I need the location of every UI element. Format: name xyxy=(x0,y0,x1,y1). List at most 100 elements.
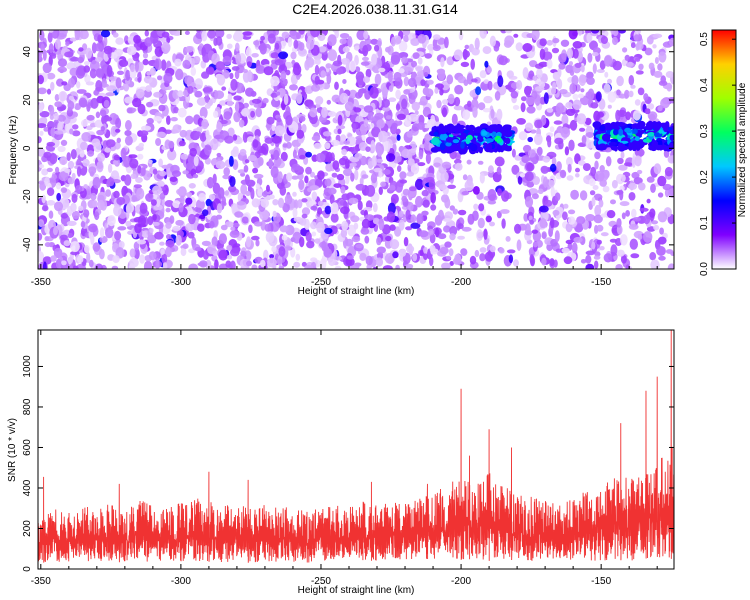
spectrogram-cell xyxy=(418,149,424,160)
spectrogram-cell xyxy=(185,197,193,205)
spectrogram-cell xyxy=(361,134,366,141)
spectrogram-cell xyxy=(93,43,104,52)
spectrogram-cell xyxy=(521,155,531,164)
spectrogram-cell xyxy=(272,199,279,206)
spectrogram-cell xyxy=(572,99,582,111)
spectrogram-cell xyxy=(214,90,225,99)
spectrogram-cell xyxy=(510,90,519,99)
spectrogram-cell xyxy=(99,109,107,117)
spectrogram-cell xyxy=(355,244,363,249)
spectrogram-cell xyxy=(417,57,423,65)
spectrogram-cell xyxy=(50,81,55,91)
spectrogram-cell xyxy=(301,123,307,133)
spectrogram-cell xyxy=(401,195,408,203)
colorbar-gradient xyxy=(711,29,737,270)
spectrogram-cell xyxy=(424,53,433,59)
spectrogram-cell xyxy=(605,156,612,167)
spectrogram-cell xyxy=(70,202,77,213)
spectrogram-cell xyxy=(479,172,485,184)
spectrogram-cell xyxy=(227,93,233,102)
x-tick-label: -350 xyxy=(31,576,51,587)
spectrogram-cell xyxy=(477,160,484,165)
spectrogram-cell xyxy=(657,192,664,198)
spectrogram-cell xyxy=(330,213,339,223)
spectrogram-cell xyxy=(594,160,599,170)
spectrogram-cell xyxy=(328,187,337,195)
spectrogram-feature-cell xyxy=(613,129,619,136)
spectrogram-cell xyxy=(283,93,289,106)
spectrogram-cell xyxy=(454,84,464,95)
spectrogram-cell xyxy=(72,124,79,130)
spectrogram-cell xyxy=(421,189,429,197)
spectrogram-cell xyxy=(531,30,540,41)
spectrogram-cell xyxy=(369,86,379,99)
spectrogram-cell xyxy=(38,219,45,228)
spectrogram-cell xyxy=(76,81,81,89)
spectrogram-cell xyxy=(161,164,170,169)
spectrogram-cell xyxy=(285,115,293,126)
spectrogram-cell xyxy=(539,205,549,213)
spectrogram-cell xyxy=(371,155,377,167)
spectrogram-cell xyxy=(667,263,674,269)
spectrogram-cell xyxy=(85,47,93,59)
spectrogram-cell xyxy=(425,88,434,97)
spectrogram-cell xyxy=(380,181,387,187)
spectrogram-cell xyxy=(199,260,208,268)
spectrogram-cell xyxy=(589,190,596,196)
spectrogram-cell xyxy=(234,211,244,218)
spectrogram-cell xyxy=(148,251,157,261)
spectrogram-cell xyxy=(159,241,165,246)
spectrogram-cell xyxy=(106,85,117,92)
spectrogram-cell xyxy=(57,145,66,153)
colorbar: 0.0 0.1 0.2 0.3 0.4 0.5 Normalized spectral a… xyxy=(699,29,748,276)
spectrogram-feature-cell xyxy=(458,126,464,134)
spectrogram-cell xyxy=(211,236,218,247)
spectrogram-cell xyxy=(440,57,445,68)
spectrogram-cell xyxy=(117,226,127,231)
spectrogram-cell xyxy=(533,133,543,146)
spectrogram-cell xyxy=(637,233,643,240)
spectrogram-cell xyxy=(58,91,68,102)
spectrogram-cell xyxy=(292,191,297,197)
spectrogram-cell xyxy=(578,74,587,86)
spectrogram-cell xyxy=(78,97,88,108)
spectrogram-cell xyxy=(264,223,271,232)
spectrogram-cell xyxy=(494,91,501,101)
spectrogram-cell xyxy=(317,207,323,215)
snr-panel: -350 -300 -250 -200 -150 0 200 400 600 800 1000 H… xyxy=(7,329,675,596)
spectrogram-cell xyxy=(254,129,261,138)
spectrogram-cell xyxy=(660,98,670,109)
spectrogram-cell xyxy=(496,210,502,219)
spectrogram-cell xyxy=(149,67,156,76)
spectrogram-cell xyxy=(265,231,275,243)
spectrogram-cell xyxy=(603,55,613,67)
spectrogram-cell xyxy=(627,61,634,67)
spectrogram-cell xyxy=(416,213,424,225)
spectrogram-cell xyxy=(99,235,108,244)
spectrogram-cell xyxy=(178,202,184,213)
spectrogram-cell xyxy=(582,163,591,172)
spectrogram-cell xyxy=(628,75,635,86)
spectrogram-cell xyxy=(159,89,167,95)
spectrogram-cell xyxy=(112,160,119,165)
spectrogram-cell xyxy=(552,209,560,216)
spectrogram-cell xyxy=(370,38,379,45)
spectrogram-cell xyxy=(658,51,667,63)
spectrogram-feature-cell xyxy=(592,121,602,129)
spectrogram-feature-cell xyxy=(497,132,502,137)
spectrogram-feature-cell xyxy=(445,136,454,143)
spectrogram-cell xyxy=(287,36,293,48)
spectrogram-cell xyxy=(255,65,266,74)
spectrogram-cell xyxy=(241,108,250,117)
spectrogram-cell xyxy=(457,209,467,216)
spectrogram-cell xyxy=(475,86,482,96)
spectrogram-cell xyxy=(286,172,293,182)
spectrogram-cell xyxy=(291,163,301,171)
spectrogram-cell xyxy=(632,217,641,222)
spectrogram-feature-cell xyxy=(647,132,654,137)
spectrogram-cell xyxy=(97,199,105,211)
spectrogram-cell xyxy=(616,249,625,257)
spectrogram-cell xyxy=(497,75,504,88)
spectrogram-cell xyxy=(319,46,327,53)
spectrogram-cell xyxy=(569,69,575,76)
